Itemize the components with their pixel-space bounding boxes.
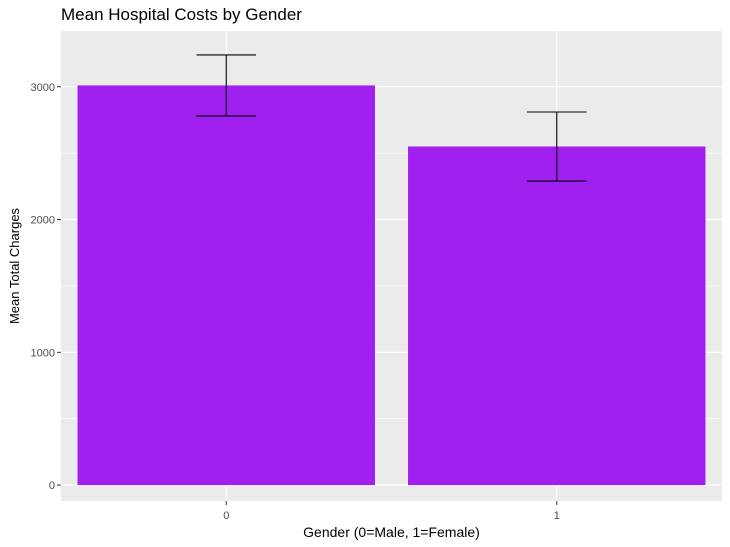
- chart-title: Mean Hospital Costs by Gender: [61, 5, 302, 24]
- y-tick-label: 0: [49, 480, 55, 492]
- y-tick-label: 3000: [31, 82, 55, 94]
- x-tick-label: 0: [223, 510, 229, 522]
- x-tick-label: 1: [554, 510, 560, 522]
- y-tick-label: 1000: [31, 347, 55, 359]
- bars: [77, 85, 706, 486]
- x-axis-title: Gender (0=Male, 1=Female): [303, 524, 480, 540]
- error-bar-1: [527, 111, 587, 182]
- bar-1: [408, 146, 706, 486]
- error-bar-0: [196, 54, 256, 117]
- y-axis-title: Mean Total Charges: [7, 207, 22, 324]
- error-bars: [196, 54, 587, 182]
- y-axis: 0 1000 2000 3000: [31, 82, 61, 492]
- y-tick-label: 2000: [31, 215, 55, 227]
- bar-0: [77, 85, 375, 486]
